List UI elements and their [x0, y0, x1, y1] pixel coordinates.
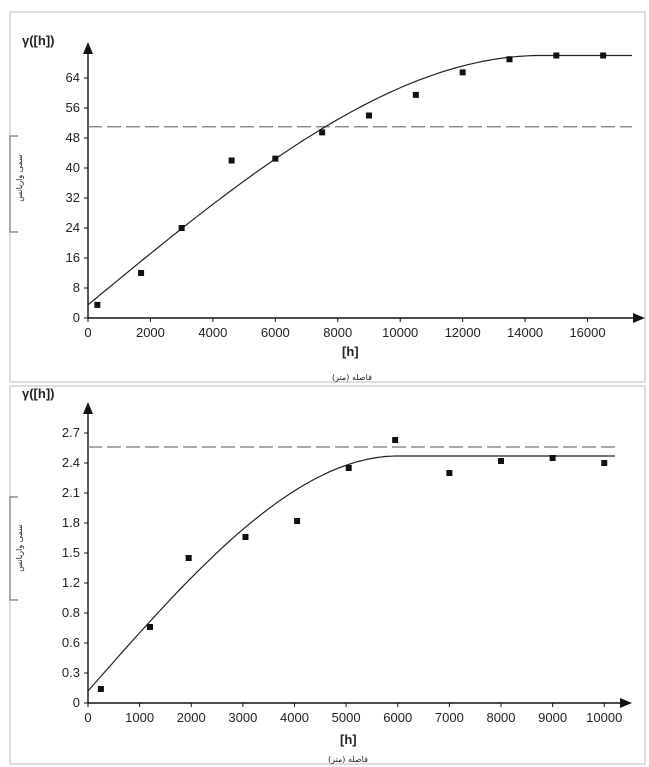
y-tick-label: 40 — [66, 160, 80, 175]
x-tick-label: 9000 — [538, 710, 567, 725]
data-point — [294, 518, 301, 524]
y-tick-label: 16 — [66, 250, 80, 265]
data-point — [178, 225, 185, 231]
x-tick-label: 8000 — [323, 325, 352, 340]
y-axis-side-label: سمی واریانس — [15, 524, 24, 572]
y-tick-label: 48 — [66, 130, 80, 145]
x-tick-label: 6000 — [383, 710, 412, 725]
y-axis-arrow — [83, 42, 93, 54]
data-point — [319, 129, 326, 136]
x-tick-label: 4000 — [198, 325, 227, 340]
y-tick-label: 8 — [73, 280, 80, 295]
x-tick-label: 3000 — [228, 710, 257, 725]
data-point — [97, 686, 104, 692]
x-tick-label: 16000 — [569, 325, 605, 340]
data-point — [345, 465, 352, 471]
data-point — [498, 458, 505, 464]
data-point — [392, 437, 399, 443]
y-tick-label: 2.1 — [62, 485, 80, 500]
data-point — [242, 534, 249, 540]
model-curve — [87, 54, 632, 306]
y-tick-label: 32 — [66, 190, 80, 205]
y-axis-side-label: سمی واریانس — [15, 154, 24, 202]
y-tick-label: 24 — [66, 220, 80, 235]
chart-panel-2: 0 1000 2000 3000 4000 5000 6000 7000 8000 9000 100… — [9, 385, 646, 765]
side-bracket — [9, 135, 18, 233]
y-tick-label: 0 — [73, 310, 80, 325]
x-axis-title: [h] — [342, 344, 359, 359]
y-tick-label: 0.6 — [62, 635, 80, 650]
data-point — [459, 69, 466, 76]
panel-frame — [9, 385, 646, 765]
x-tick-label: 8000 — [487, 710, 516, 725]
y-tick-label: 1.2 — [62, 575, 80, 590]
y-tick-label: 64 — [66, 70, 80, 85]
data-point — [506, 56, 513, 63]
x-tick-label: 12000 — [445, 325, 481, 340]
model-curve — [87, 455, 615, 692]
y-axis-title: γ([h]) — [22, 33, 55, 48]
y-tick-label: 1.5 — [62, 545, 80, 560]
data-point — [446, 470, 453, 476]
x-tick-label: 2000 — [177, 710, 206, 725]
x-tick-label: 4000 — [280, 710, 309, 725]
side-bracket — [9, 496, 18, 601]
x-tick-label: 14000 — [507, 325, 543, 340]
y-tick-label: 0 — [73, 695, 80, 710]
y-tick-label: 1.8 — [62, 515, 80, 530]
data-point — [553, 52, 560, 59]
y-tick-label: 0.3 — [62, 665, 80, 680]
x-tick-label: 5000 — [332, 710, 361, 725]
data-point — [600, 52, 607, 59]
x-axis-arrow — [633, 313, 645, 323]
y-axis-title: γ([h]) — [22, 386, 55, 401]
y-tick-label: 2.4 — [62, 455, 80, 470]
data-point — [549, 455, 556, 461]
x-tick-label: 10000 — [382, 325, 418, 340]
data-point — [94, 301, 101, 308]
x-tick-label: 6000 — [261, 325, 290, 340]
data-point — [272, 155, 279, 162]
y-tick-label: 2.7 — [62, 425, 80, 440]
data-point — [365, 112, 372, 119]
x-tick-label: 1000 — [125, 710, 154, 725]
x-tick-label: 10000 — [586, 710, 622, 725]
x-tick-label: 0 — [84, 710, 91, 725]
data-point — [146, 624, 153, 630]
x-tick-label: 0 — [84, 325, 91, 340]
data-point — [138, 270, 145, 276]
chart-panel-1: 0 2000 4000 6000 8000 10000 12000 14000 16000 0 8 1… — [9, 11, 646, 383]
x-axis-title: [h] — [340, 732, 357, 747]
y-tick-label: 56 — [66, 100, 80, 115]
x-tick-label: 7000 — [435, 710, 464, 725]
data-point — [601, 460, 608, 466]
data-point — [412, 91, 419, 98]
x-axis-arrow — [620, 698, 632, 708]
data-point — [185, 555, 192, 561]
x-axis-sub-label: (متر) فاصله — [328, 755, 368, 764]
data-point — [228, 157, 235, 164]
y-tick-label: 0.8 — [62, 605, 80, 620]
x-tick-label: 2000 — [136, 325, 165, 340]
y-axis-arrow — [83, 402, 93, 414]
x-axis-sub-label: (متر) فاصله — [332, 373, 372, 382]
